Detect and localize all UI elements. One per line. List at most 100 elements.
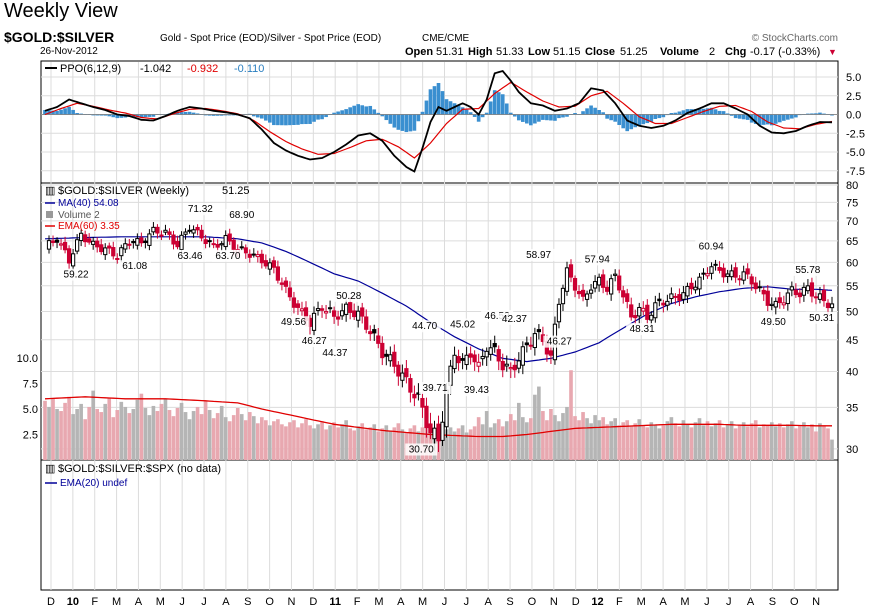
ppo-hist-bar: [219, 114, 224, 116]
candle-body: [584, 293, 590, 300]
volume-bar: [504, 421, 509, 460]
volume-bar: [167, 410, 172, 460]
volume-bar: [87, 406, 91, 460]
volume-bar: [737, 425, 742, 460]
ppo-hist-bar: [276, 114, 280, 126]
volume-bar: [633, 423, 638, 460]
price-annotation: 63.46: [177, 251, 202, 262]
candle-body: [749, 276, 754, 285]
x-axis-tick: A: [397, 596, 405, 608]
x-axis-tick: A: [485, 596, 493, 608]
candle-body: [657, 298, 662, 302]
candle-body: [504, 363, 509, 367]
ppo-hist-bar: [810, 113, 814, 115]
candle-body: [107, 245, 112, 249]
volume-bar: [609, 421, 613, 460]
candle-body: [360, 307, 365, 317]
price-y-tick: 45: [846, 335, 858, 347]
ppo-hist-bar: [95, 114, 100, 116]
candle-body: [327, 307, 333, 310]
chart-symbol: $GOLD:$SILVER: [4, 29, 114, 45]
ppo-hist-bar: [288, 114, 292, 126]
x-axis-tick: D: [572, 596, 580, 608]
ppo-hist-bar: [59, 109, 63, 115]
price-y-tick: 50: [846, 306, 858, 318]
ppo-y-tick: 2.5: [846, 91, 861, 103]
candle-body: [613, 273, 618, 276]
ppo-hist-bar: [223, 114, 228, 116]
ppo-hist-bar: [725, 113, 730, 115]
x-axis-tick: N: [287, 596, 295, 608]
volume-bar: [637, 419, 642, 460]
ema-legend: EMA(60) 3.35: [58, 221, 120, 232]
ppo-hist-bar: [255, 114, 260, 118]
ppo-hist-bar: [613, 114, 617, 122]
volume-bar: [336, 427, 340, 460]
candle-body: [829, 303, 835, 309]
stockcharts-watermark: © StockCharts.com: [752, 33, 838, 44]
open-value: 51.31: [436, 46, 464, 58]
ppo-hist-bar: [195, 113, 200, 115]
candle-body: [576, 291, 582, 295]
candle-body: [103, 247, 108, 256]
volume-bar: [802, 422, 806, 460]
candle-body: [404, 368, 409, 378]
candle-body: [500, 360, 505, 371]
ppo-hist-bar: [79, 113, 83, 115]
price-legend-icon: ▥: [45, 185, 55, 197]
candle-body: [151, 226, 156, 233]
ppo-hist-bar: [300, 114, 304, 125]
candle-body: [588, 289, 594, 294]
annotation-bg: [757, 316, 790, 329]
candle-body: [601, 274, 606, 288]
volume-bar: [786, 424, 790, 460]
ppo-hist-bar: [348, 107, 352, 115]
ppo-hist-bar: [661, 114, 666, 118]
ppo-hist-bar: [533, 114, 537, 124]
ppo-hist-bar: [424, 100, 429, 115]
annotation-bg: [225, 208, 258, 221]
volume-bar: [47, 406, 51, 460]
volume-bar: [440, 432, 445, 460]
volume-bar: [581, 412, 585, 460]
price-annotation: 49.56: [281, 317, 306, 328]
x-axis-tick: M: [637, 596, 646, 608]
candle-body: [428, 423, 433, 434]
candle-body: [191, 229, 196, 234]
ppo-hist-bar: [757, 114, 762, 126]
volume-bar: [705, 421, 710, 460]
ppo-hist-bar: [773, 114, 778, 124]
ppo-hist-bar: [593, 107, 597, 115]
x-axis-tick: F: [354, 596, 361, 608]
volume-bar: [613, 418, 617, 460]
candle-body: [793, 289, 798, 296]
ppo-hist-bar: [794, 114, 798, 118]
high-value: 51.33: [496, 46, 524, 58]
ppo-hist-bar: [621, 114, 626, 129]
candle-body: [705, 273, 710, 277]
volume-bar: [565, 406, 569, 460]
ppo-hist-bar: [729, 114, 734, 116]
annotation-bg: [118, 260, 151, 273]
price-y-tick: 30: [846, 444, 858, 456]
volume-bar: [649, 422, 654, 460]
ppo-hist-bar: [713, 109, 718, 115]
candle-body: [119, 247, 124, 257]
relative-legend-icon: ▥: [45, 463, 55, 475]
ppo-hist-bar: [745, 114, 750, 120]
candle-body: [239, 246, 244, 249]
x-axis-tick: O: [265, 596, 274, 608]
candle-body: [637, 306, 642, 317]
ppo-hist-bar: [472, 114, 477, 117]
annotation-bg: [173, 249, 206, 262]
volume-bar: [340, 424, 344, 460]
ppo-hist-bar: [496, 92, 501, 115]
annotation-bg: [791, 263, 824, 276]
volume-bar: [468, 429, 473, 460]
ppo-hist-bar: [669, 113, 674, 115]
x-axis-tick: F: [91, 596, 98, 608]
volume-bar: [573, 416, 577, 460]
candle-body: [677, 294, 682, 301]
candle-body: [388, 354, 393, 362]
chg-value: -0.17 (-0.33%): [750, 46, 820, 58]
